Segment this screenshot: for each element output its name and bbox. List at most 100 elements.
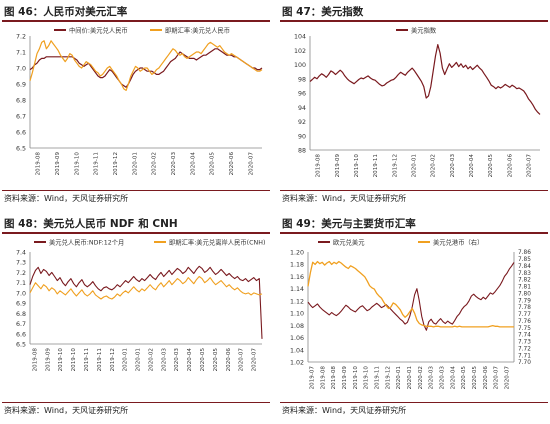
x-tick-label: 2020-03 <box>429 366 435 390</box>
y-tick-label: 6.6 <box>16 331 26 338</box>
panel-title: 图 47：美元指数 <box>282 6 364 18</box>
x-tick-label: 2020-07 <box>526 154 532 178</box>
y-tick-label: 7.0 <box>16 290 26 297</box>
x-tick-label: 2019-09 <box>55 152 61 176</box>
x-tick-label: 2019-07 <box>309 366 315 390</box>
panel-source: 资料来源：Wind，天风证券研究所 <box>4 406 129 415</box>
y-tick-label: 1.12 <box>290 298 304 305</box>
y-tick-label: 7.1 <box>16 50 26 57</box>
y2-tick-label: 7.84 <box>518 264 531 270</box>
y-tick-label: 88 <box>298 148 306 155</box>
fig49-chart: 1.02 1.04 1.06 1.08 1.10 1.12 1.14 1.16 1.18 1.20… <box>290 237 531 390</box>
x-tick-label: 2019-12 <box>113 152 119 175</box>
x-tick-label: 2020-02 <box>418 366 424 389</box>
fig46-chart: 6.5 6.6 6.7 6.8 6.9 7.0 7.1 7.2 2019-08 2019-09 20… <box>16 25 263 176</box>
legend-label: 美元指数 <box>411 25 437 34</box>
x-tick-label: 2020-06 <box>507 154 513 178</box>
x-tick-label: 2019-10 <box>58 348 64 372</box>
x-tick-label: 2020-05 <box>461 366 467 390</box>
x-tick-label: 2020-04 <box>450 366 456 390</box>
y-tick-label: 7.0 <box>16 66 26 73</box>
series-line <box>309 43 541 115</box>
series-line <box>29 40 263 92</box>
y2-tick-label: 7.77 <box>518 312 531 318</box>
x-tick-label: 2020-05 <box>213 348 219 372</box>
y-tick-label: 1.20 <box>290 250 304 257</box>
y2-tick-label: 7.82 <box>518 278 531 284</box>
y-tick-label: 1.08 <box>290 323 304 330</box>
y-tick-label: 96 <box>298 91 306 98</box>
y-tick-label: 1.14 <box>290 286 304 293</box>
panel-title: 图 48：美元兑人民币 NDF 和 CNH <box>4 218 178 230</box>
panel-title: 图 49：美元与主要货币汇率 <box>282 218 416 230</box>
panel-source: 资料来源：Wind，天风证券研究所 <box>282 194 407 203</box>
y-tick-label: 1.02 <box>290 360 304 367</box>
x-tick-label: 2020-03 <box>161 348 167 372</box>
y-tick-label: 7.2 <box>16 270 26 277</box>
panel-fig48: 图 48：美元兑人民币 NDF 和 CNH 6.5 6.6 6.7 6.8 6.9 7.0… <box>0 212 272 424</box>
series-line <box>29 265 263 339</box>
x-tick-label: 2020-06 <box>226 348 232 372</box>
y-tick-label: 1.04 <box>290 347 304 354</box>
y-tick-label: 6.7 <box>16 321 26 328</box>
y2-tick-label: 7.74 <box>518 333 531 339</box>
legend-label: 即期汇率:美元兑人民币 <box>165 25 230 34</box>
x-tick-label: 2019-08 <box>316 154 322 178</box>
x-tick-label: 2019-10 <box>353 366 359 390</box>
x-tick-label: 2019-11 <box>97 348 103 372</box>
x-tick-label: 2020-02 <box>148 348 154 371</box>
panel-fig47: 图 47：美元指数 88 90 92 94 96 98 100 102 104 2019-08 20… <box>278 0 550 212</box>
y2-tick-label: 7.80 <box>518 291 531 297</box>
y-tick-label: 1.16 <box>290 274 304 281</box>
legend-label: 美元兑港币（右） <box>433 237 483 246</box>
x-tick-label: 2020-05 <box>488 154 494 178</box>
y-tick-label: 98 <box>298 76 306 83</box>
x-tick-label: 2019-09 <box>342 366 348 390</box>
x-tick-label: 2019-08 <box>36 152 42 176</box>
y-tick-label: 6.6 <box>16 130 26 137</box>
fig47-chart: 88 90 92 94 96 98 100 102 104 2019-08 2019-09 2019-… <box>294 25 541 178</box>
panel-fig49: 图 49：美元与主要货币汇率 1.02 1.04 1.06 1.08 1.10 1.12 1… <box>278 212 550 424</box>
y2-tick-label: 7.70 <box>518 360 531 366</box>
x-tick-label: 2019-11 <box>373 154 379 178</box>
x-tick-label: 2020-07 <box>239 348 245 372</box>
y-tick-label: 6.8 <box>16 311 26 318</box>
title-divider <box>280 20 548 22</box>
panel-fig46: 图 46：人民币对美元汇率 6.5 6.6 6.7 6.8 6.9 7.0 7.1 7.2 20… <box>0 0 272 212</box>
x-tick-label: 2019-08 <box>331 366 337 390</box>
x-tick-label: 2019-09 <box>45 348 51 372</box>
y2-tick-label: 7.81 <box>518 285 531 291</box>
y2-tick-label: 7.76 <box>518 319 531 325</box>
y-tick-label: 6.5 <box>16 146 26 153</box>
y-tick-label: 6.5 <box>16 342 26 349</box>
fig48-chart: 6.5 6.6 6.7 6.8 6.9 7.0 7.1 7.2 7.3 7.4 2019-08 201… <box>16 237 265 372</box>
title-divider <box>2 232 270 234</box>
y-tick-label: 92 <box>298 119 306 126</box>
x-tick-label: 2020-05 <box>472 366 478 390</box>
x-tick-label: 2020-02 <box>152 152 158 175</box>
x-tick-label: 2020-02 <box>431 154 437 177</box>
title-divider <box>2 20 270 22</box>
x-tick-label: 2020-07 <box>248 152 254 176</box>
y2-tick-label: 7.71 <box>518 353 531 359</box>
y2-tick-label: 7.78 <box>518 305 531 311</box>
x-tick-label: 2019-12 <box>110 348 116 371</box>
x-tick-label: 2019-12 <box>385 366 391 389</box>
y-tick-label: 6.8 <box>16 98 26 105</box>
y-tick-label: 1.18 <box>290 262 304 269</box>
x-tick-label: 2020-01 <box>396 366 402 390</box>
x-tick-label: 2020-07 <box>505 366 511 390</box>
series-line <box>29 275 263 300</box>
y-tick-label: 1.10 <box>290 311 304 318</box>
source-divider <box>2 190 270 191</box>
legend-label: 美元兑人民币:NDF:12个月 <box>49 237 124 246</box>
y-tick-label: 102 <box>294 48 306 55</box>
x-tick-label: 2019-08 <box>32 348 38 372</box>
y-tick-label: 100 <box>294 62 306 69</box>
x-tick-label: 2020-06 <box>229 152 235 176</box>
x-tick-label: 2020-01 <box>407 366 413 390</box>
x-tick-label: 2019-12 <box>392 154 398 177</box>
legend-label: 即期汇率:美元兑离岸人民币(CNH) <box>169 237 265 246</box>
y-tick-label: 7.3 <box>16 260 26 267</box>
y-tick-label: 7.1 <box>16 280 26 287</box>
